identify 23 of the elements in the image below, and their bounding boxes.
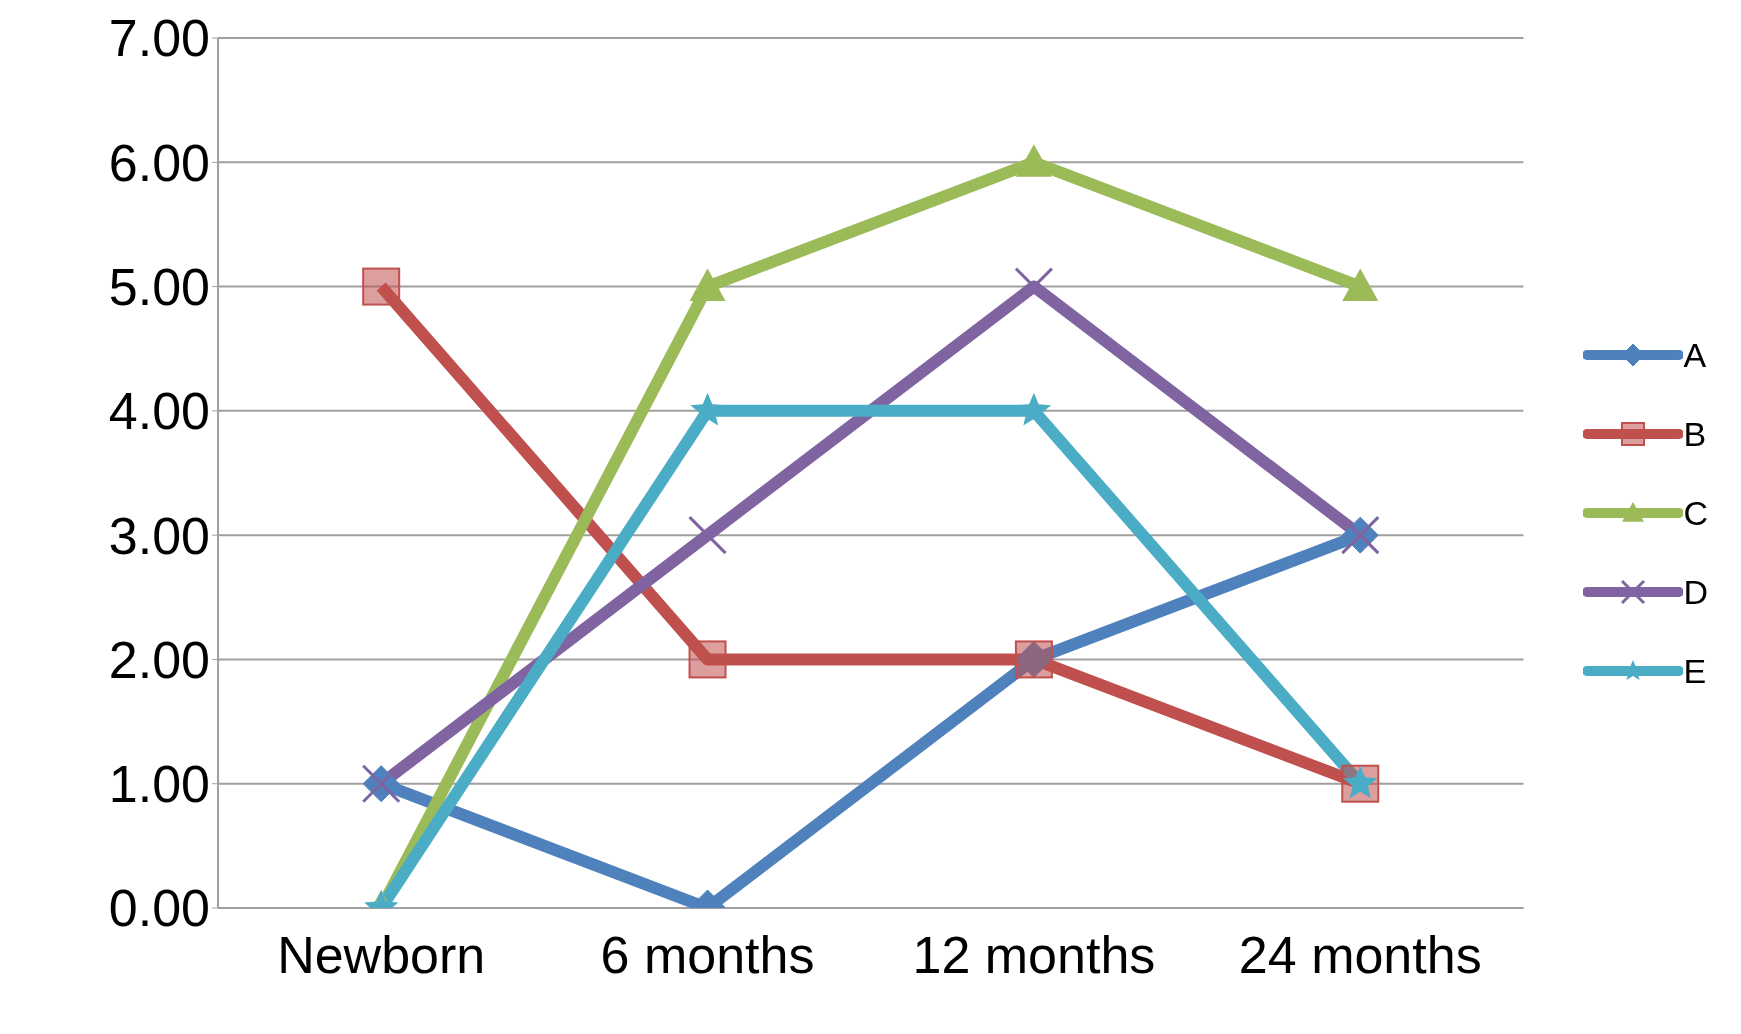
point <box>688 515 728 555</box>
y-tick-label: 1.00 <box>108 755 210 814</box>
point <box>689 268 726 301</box>
y-tick-label: 7.00 <box>108 9 210 68</box>
y-tick-label: 6.00 <box>108 133 210 192</box>
y-tick-label: 3.00 <box>108 506 210 565</box>
legend-label: A <box>1683 335 1707 375</box>
point <box>362 267 401 306</box>
x-tick-label: 12 months <box>912 925 1156 984</box>
y-tick-label: 2.00 <box>108 630 210 689</box>
y-tick-label: 0.00 <box>108 879 210 938</box>
x-tick-label: Newborn <box>277 925 486 984</box>
legend-label: B <box>1683 414 1707 454</box>
x-tick-label: 6 months <box>600 925 815 984</box>
x-tick-label: 24 months <box>1238 925 1482 984</box>
point <box>688 640 727 679</box>
legend-label: C <box>1683 493 1708 533</box>
y-tick-label: 5.00 <box>108 258 210 317</box>
point <box>1015 144 1052 177</box>
legend-label: E <box>1683 651 1707 691</box>
y-tick-label: 4.00 <box>108 382 210 441</box>
legend-label: D <box>1683 572 1708 612</box>
point <box>1342 268 1379 301</box>
